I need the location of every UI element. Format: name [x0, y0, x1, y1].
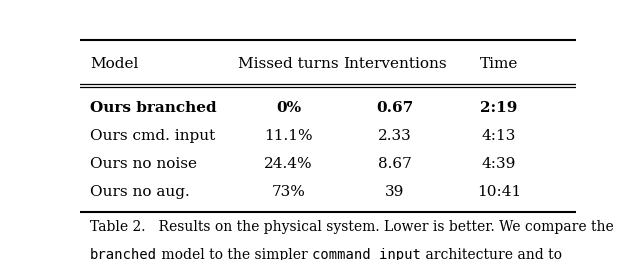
- Text: 4:39: 4:39: [482, 157, 516, 171]
- Text: Missed turns: Missed turns: [238, 57, 339, 71]
- Text: 11.1%: 11.1%: [264, 129, 312, 143]
- Text: Ours branched: Ours branched: [90, 101, 216, 115]
- Text: 39: 39: [385, 185, 404, 199]
- Text: 0.67: 0.67: [376, 101, 413, 115]
- Text: 10:41: 10:41: [477, 185, 521, 199]
- Text: Model: Model: [90, 57, 138, 71]
- Text: Interventions: Interventions: [343, 57, 447, 71]
- Text: 24.4%: 24.4%: [264, 157, 312, 171]
- Text: command input: command input: [312, 248, 421, 260]
- Text: Ours no aug.: Ours no aug.: [90, 185, 189, 199]
- Text: Table 2.   Results on the physical system. Lower is better. We compare the: Table 2. Results on the physical system.…: [90, 220, 614, 234]
- Text: 73%: 73%: [271, 185, 305, 199]
- Text: 2:19: 2:19: [481, 101, 518, 115]
- Text: Time: Time: [480, 57, 518, 71]
- Text: 4:13: 4:13: [482, 129, 516, 143]
- Text: architecture and to: architecture and to: [421, 248, 562, 260]
- Text: 8.67: 8.67: [378, 157, 412, 171]
- Text: Ours no noise: Ours no noise: [90, 157, 197, 171]
- Text: model to the simpler: model to the simpler: [157, 248, 312, 260]
- Text: branched: branched: [90, 248, 157, 260]
- Text: 0%: 0%: [276, 101, 301, 115]
- Text: 2.33: 2.33: [378, 129, 412, 143]
- Text: Ours cmd. input: Ours cmd. input: [90, 129, 215, 143]
